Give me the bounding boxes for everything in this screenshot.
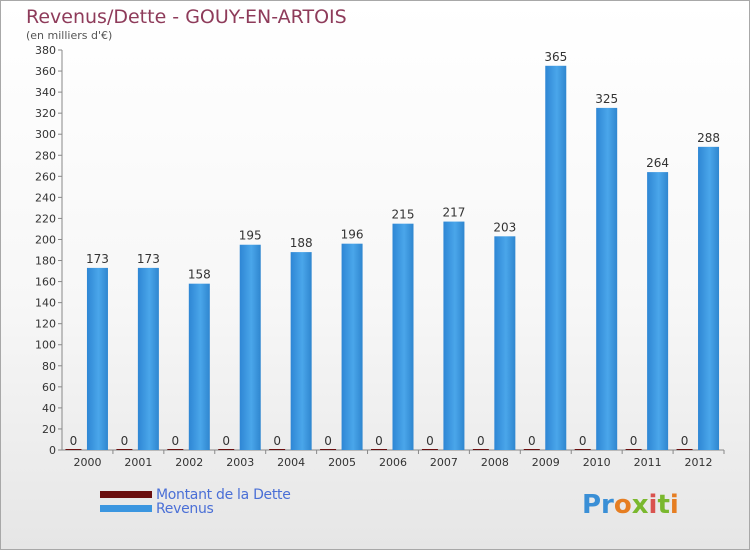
x-tick-label: 2004 xyxy=(277,456,305,469)
y-tick-label: 380 xyxy=(35,44,56,57)
y-tick-label: 260 xyxy=(35,170,56,183)
y-tick-label: 340 xyxy=(35,86,56,99)
y-tick-label: 200 xyxy=(35,233,56,246)
dette-value-label: 0 xyxy=(528,434,536,448)
y-tick-label: 120 xyxy=(35,318,56,331)
x-tick-label: 2012 xyxy=(685,456,713,469)
x-tick-label: 2007 xyxy=(430,456,458,469)
dette-value-label: 0 xyxy=(375,434,383,448)
dette-bar xyxy=(523,449,540,450)
legend-label-dette: Montant de la Dette xyxy=(156,487,291,503)
y-tick-label: 100 xyxy=(35,339,56,352)
revenus-bar xyxy=(86,267,108,450)
chart-subtitle: (en milliers d'€) xyxy=(26,29,113,42)
revenus-bar xyxy=(698,146,720,450)
dette-value-label: 0 xyxy=(681,434,689,448)
revenus-value-label: 288 xyxy=(697,131,720,145)
x-tick-label: 2001 xyxy=(124,456,152,469)
dette-value-label: 0 xyxy=(426,434,434,448)
dette-bar xyxy=(421,449,438,450)
legend-swatch-revenus xyxy=(100,505,152,512)
revenus-value-label: 158 xyxy=(188,268,211,282)
dette-value-label: 0 xyxy=(70,434,78,448)
x-tick-label: 2006 xyxy=(379,456,407,469)
revenus-bar xyxy=(647,172,669,450)
dette-value-label: 0 xyxy=(477,434,485,448)
y-tick-label: 240 xyxy=(35,191,56,204)
revenus-bar xyxy=(443,221,465,450)
x-tick-label: 2008 xyxy=(481,456,509,469)
dette-value-label: 0 xyxy=(171,434,179,448)
y-tick-label: 20 xyxy=(42,423,56,436)
y-tick-label: 220 xyxy=(35,212,56,225)
dette-bar xyxy=(167,449,184,450)
legend-label-revenus: Revenus xyxy=(156,501,214,517)
revenus-value-label: 195 xyxy=(239,229,262,243)
revenus-value-label: 173 xyxy=(137,252,160,266)
y-tick-label: 140 xyxy=(35,297,56,310)
dette-bar xyxy=(320,449,337,450)
dette-value-label: 0 xyxy=(579,434,587,448)
dette-bar xyxy=(625,449,642,450)
revenus-value-label: 325 xyxy=(595,92,618,106)
x-tick-label: 2010 xyxy=(583,456,611,469)
y-tick-label: 40 xyxy=(42,402,56,415)
revenus-bar xyxy=(596,107,618,450)
revenus-value-label: 188 xyxy=(290,236,313,250)
x-tick-label: 2003 xyxy=(226,456,254,469)
dette-bar xyxy=(65,449,82,450)
y-tick-label: 300 xyxy=(35,128,56,141)
dette-value-label: 0 xyxy=(324,434,332,448)
x-tick-label: 2011 xyxy=(634,456,662,469)
revenus-value-label: 196 xyxy=(341,228,364,242)
revenus-bar xyxy=(137,267,159,450)
y-tick-label: 280 xyxy=(35,149,56,162)
dette-bar xyxy=(371,449,387,450)
revenus-bar xyxy=(290,252,312,450)
dette-value-label: 0 xyxy=(273,434,281,448)
dette-bar xyxy=(676,449,693,450)
revenus-value-label: 173 xyxy=(86,252,109,266)
x-tick-label: 2005 xyxy=(328,456,356,469)
y-tick-label: 60 xyxy=(42,381,56,394)
revenus-bar xyxy=(341,243,363,450)
proxiti-logo: Proxiti xyxy=(582,490,679,520)
revenus-bar xyxy=(545,65,567,450)
revenus-value-label: 365 xyxy=(544,50,567,64)
dette-bar xyxy=(269,449,286,450)
y-tick-label: 160 xyxy=(35,276,56,289)
x-tick-label: 2009 xyxy=(532,456,560,469)
x-tick-label: 2000 xyxy=(73,456,101,469)
chart-title: Revenus/Dette - GOUY-EN-ARTOIS xyxy=(26,6,347,28)
y-tick-label: 180 xyxy=(35,255,56,268)
dette-value-label: 0 xyxy=(630,434,638,448)
revenus-value-label: 264 xyxy=(646,156,669,170)
dette-value-label: 0 xyxy=(121,434,129,448)
y-tick-label: 360 xyxy=(35,65,56,78)
revenus-bar xyxy=(188,283,210,450)
legend-swatch-dette xyxy=(100,491,152,498)
y-tick-label: 0 xyxy=(49,444,56,457)
y-tick-label: 320 xyxy=(35,107,56,120)
dette-bar xyxy=(218,449,235,450)
revenus-bar xyxy=(494,236,516,450)
x-tick-label: 2002 xyxy=(175,456,203,469)
y-tick-label: 80 xyxy=(42,360,56,373)
dette-bar xyxy=(472,449,489,450)
revenus-value-label: 203 xyxy=(493,220,516,234)
dette-bar xyxy=(116,449,133,450)
revenus-bar xyxy=(392,223,414,450)
revenus-value-label: 217 xyxy=(442,206,465,220)
dette-bar xyxy=(574,449,591,450)
dette-value-label: 0 xyxy=(222,434,230,448)
revenus-value-label: 215 xyxy=(392,208,415,222)
revenus-bar xyxy=(239,244,261,450)
